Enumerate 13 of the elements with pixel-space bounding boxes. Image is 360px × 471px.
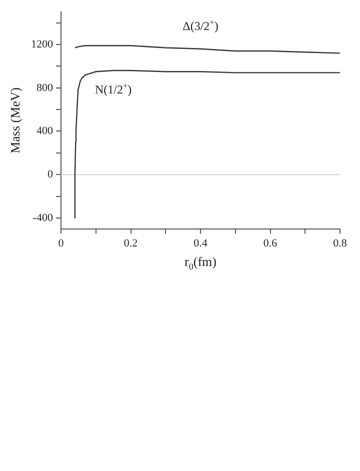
- series-label: N(1/2+): [94, 82, 132, 97]
- x-tick-label: 0.4: [194, 237, 208, 250]
- y-tick-label: 800: [36, 82, 54, 94]
- y-axis-title: Mass (MeV): [7, 87, 22, 154]
- y-tick-label: 400: [36, 125, 54, 138]
- y-tick-label: 0: [48, 168, 54, 180]
- y-tick-label: -400: [32, 212, 54, 224]
- series-label: Δ(3/2+): [182, 18, 218, 34]
- x-tick-label: 0.8: [333, 237, 348, 250]
- x-tick-label: 0.6: [263, 237, 278, 250]
- x-tick-label: 0.2: [124, 237, 138, 250]
- x-tick-label: 0: [58, 237, 64, 250]
- y-tick-label: 1200: [31, 38, 54, 50]
